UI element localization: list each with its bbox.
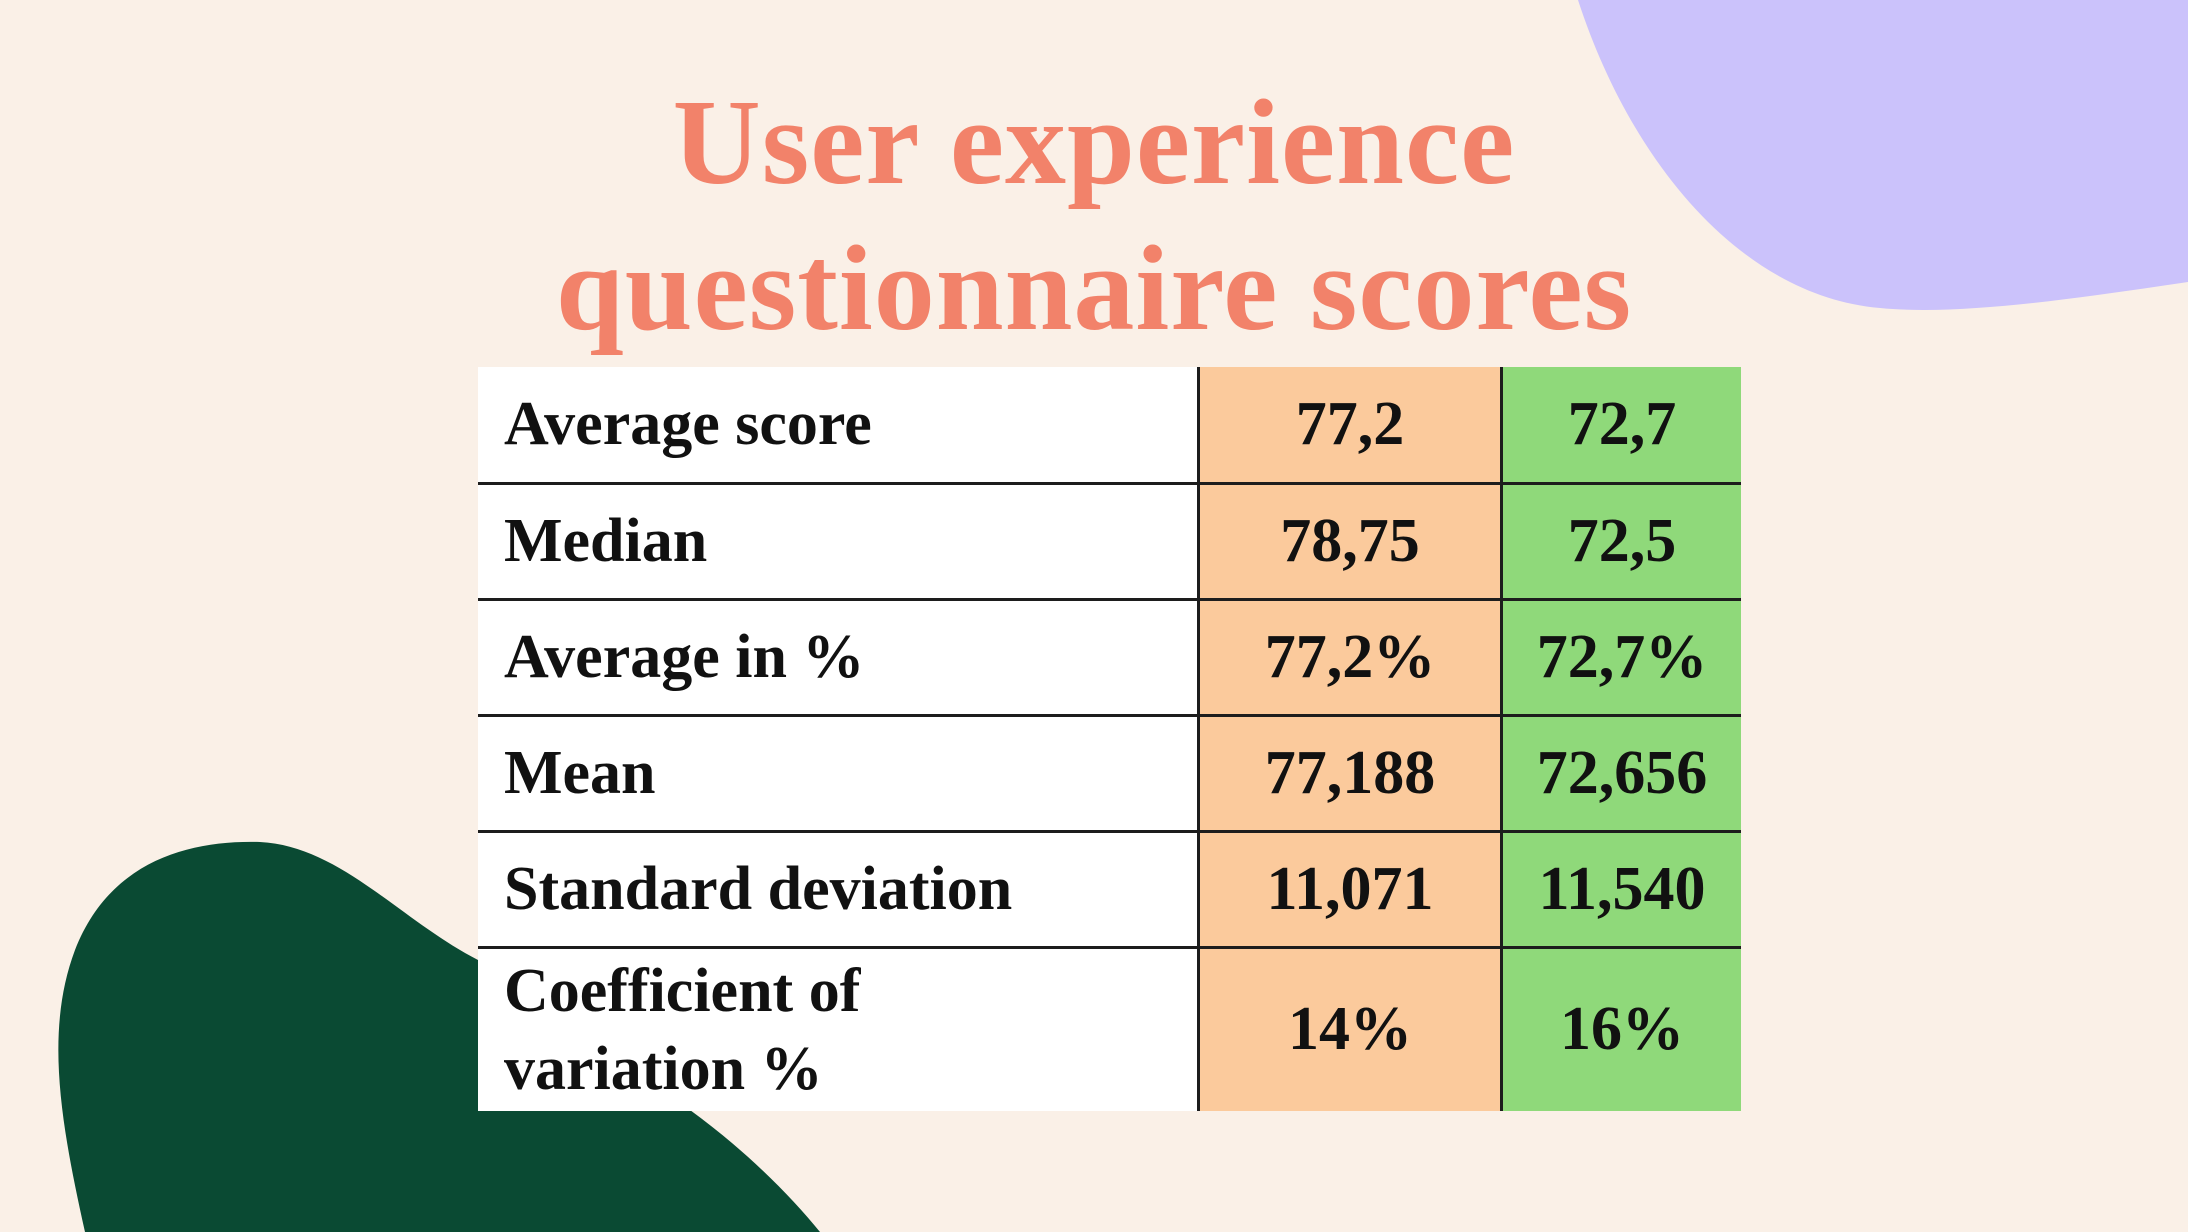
value-column-b: 16% — [1501, 945, 1741, 1111]
value-column-a: 77,188 — [1198, 713, 1503, 831]
green-blob-shape — [58, 841, 820, 1232]
title-line-1: User experience — [672, 75, 1516, 210]
slide-title: User experience questionnaire scores — [0, 70, 2188, 362]
scores-table-container: Average score 77,2 72,7 Median 78,75 72,… — [478, 367, 1741, 1111]
value-column-a: 78,75 — [1198, 481, 1503, 599]
table-row: Coefficient of variation % 14% 16% — [478, 945, 1741, 1111]
value-column-b: 72,5 — [1501, 481, 1741, 599]
row-label: Average score — [478, 367, 1200, 483]
table-row: Median 78,75 72,5 — [478, 481, 1741, 599]
row-label: Median — [478, 481, 1200, 599]
row-label: Average in % — [478, 597, 1200, 715]
value-column-b: 72,656 — [1501, 713, 1741, 831]
value-column-a: 14% — [1198, 945, 1503, 1111]
table-row: Standard deviation 11,071 11,540 — [478, 829, 1741, 947]
row-label-line-1: Coefficient of — [504, 956, 861, 1025]
value-column-a: 77,2 — [1198, 367, 1503, 483]
row-label: Standard deviation — [478, 829, 1200, 947]
value-column-a: 11,071 — [1198, 829, 1503, 947]
table-row: Average in % 77,2% 72,7% — [478, 597, 1741, 715]
row-label: Mean — [478, 713, 1200, 831]
value-column-b: 11,540 — [1501, 829, 1741, 947]
value-column-a: 77,2% — [1198, 597, 1503, 715]
purple-blob-shape — [1578, 0, 2188, 310]
row-label-line-2: variation % — [504, 1034, 823, 1103]
value-column-b: 72,7% — [1501, 597, 1741, 715]
value-column-b: 72,7 — [1501, 367, 1741, 483]
title-line-2: questionnaire scores — [555, 221, 1633, 356]
table-row: Average score 77,2 72,7 — [478, 367, 1741, 483]
table-row: Mean 77,188 72,656 — [478, 713, 1741, 831]
scores-table: Average score 77,2 72,7 Median 78,75 72,… — [478, 367, 1741, 1111]
row-label: Coefficient of variation % — [478, 945, 1200, 1111]
